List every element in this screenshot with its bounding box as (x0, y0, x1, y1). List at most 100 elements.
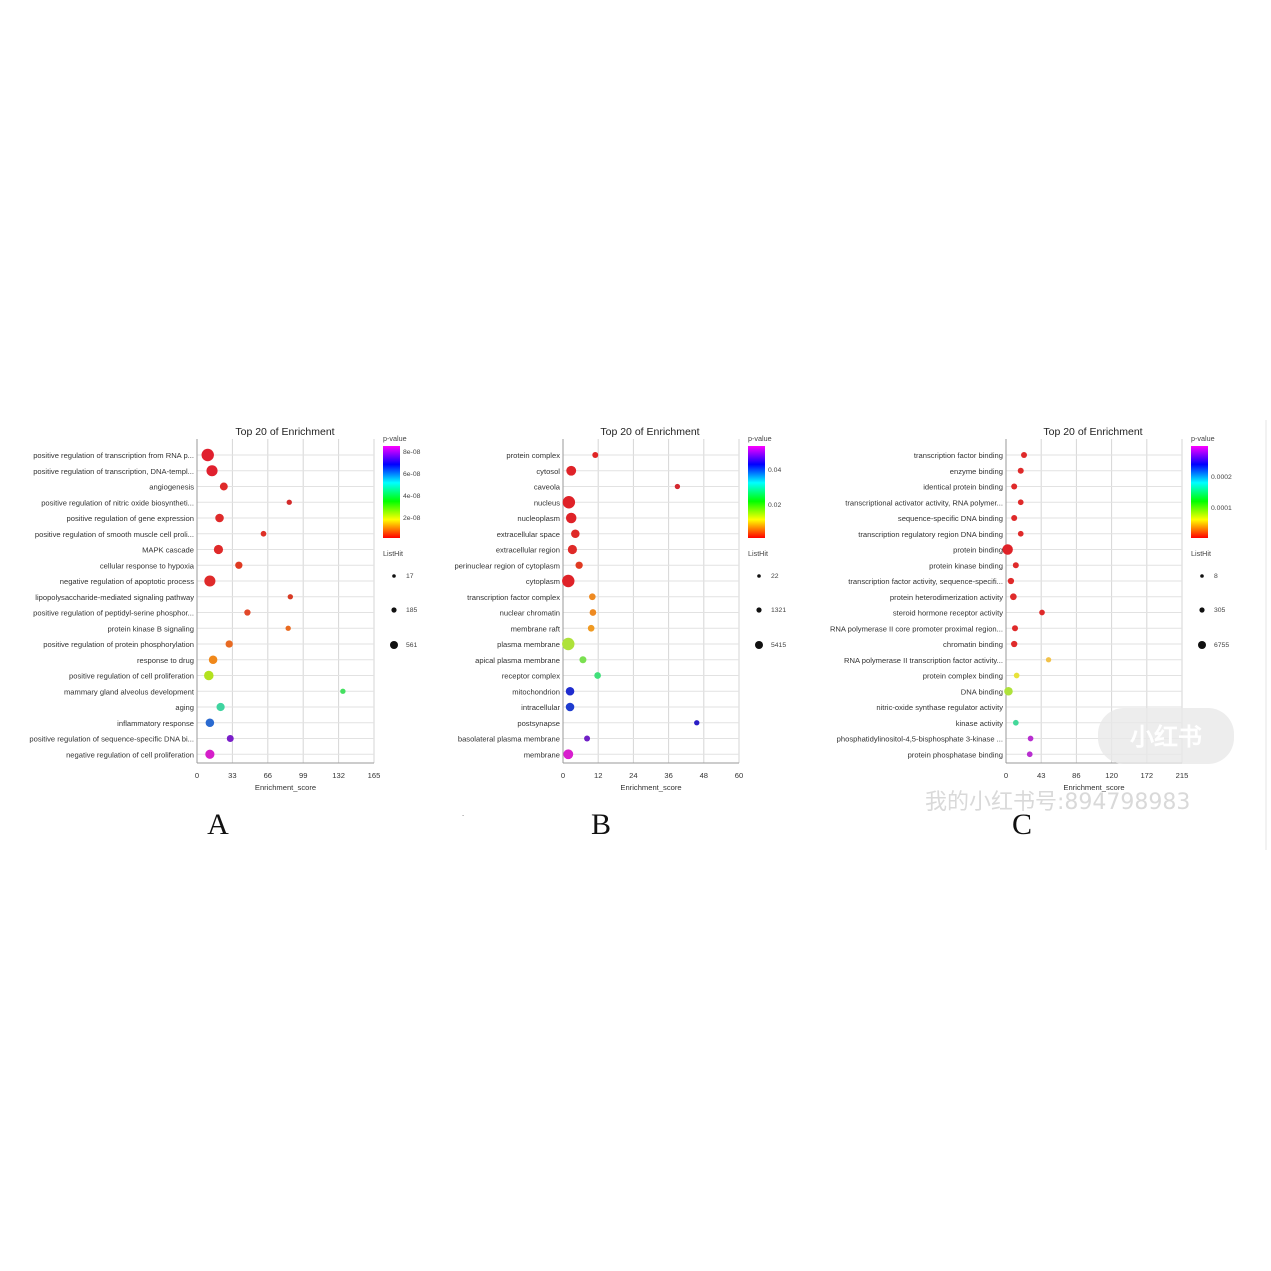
x-axis-title: Enrichment_score (1063, 783, 1124, 792)
x-axis-title: Enrichment_score (620, 783, 681, 792)
data-point (1012, 625, 1019, 632)
data-point (579, 656, 587, 664)
y-category-label: mitochondrion (512, 687, 560, 696)
data-point (565, 512, 577, 524)
data-point (260, 530, 267, 537)
y-category-label: membrane raft (511, 624, 561, 633)
data-point (567, 544, 577, 555)
data-point (1017, 499, 1024, 506)
x-tick-label: 33 (228, 771, 236, 780)
y-category-label: protein complex (506, 451, 560, 460)
data-point (562, 496, 576, 509)
y-category-label: RNA polymerase II core promoter proximal… (830, 624, 1003, 633)
data-point (1039, 609, 1045, 616)
data-point (1021, 452, 1028, 458)
colorbar-tick-label: 8e-08 (403, 449, 421, 456)
colorbar-tick-label: 2e-08 (403, 515, 421, 522)
x-tick-label: 132 (332, 771, 345, 780)
data-point (216, 702, 225, 712)
y-category-label: response to drug (137, 656, 194, 665)
size-legend-dot (757, 574, 761, 578)
y-category-label: negative regulation of apoptotic process (60, 577, 194, 586)
y-category-label: positive regulation of smooth muscle cel… (35, 530, 194, 539)
data-point (1002, 544, 1013, 555)
data-point (1011, 640, 1018, 648)
y-category-label: sequence-specific DNA binding (898, 514, 1003, 523)
y-category-label: transcription factor activity, sequence-… (848, 577, 1003, 586)
y-category-label: positive regulation of peptidyl-serine p… (33, 609, 194, 618)
data-point (575, 561, 583, 569)
size-legend-title: ListHit (1191, 549, 1211, 558)
data-point (206, 465, 218, 477)
y-category-label: protein kinase B signaling (107, 624, 194, 633)
data-point (219, 482, 228, 491)
y-category-label: positive regulation of gene expression (67, 514, 195, 523)
x-tick-label: 36 (664, 771, 672, 780)
panel-b: Top 20 of Enrichment 0 12 24 36 48 60 protein c… (454, 426, 786, 841)
data-point (205, 718, 215, 728)
data-point (1045, 657, 1052, 663)
data-point (584, 735, 591, 742)
data-point (589, 593, 596, 601)
colorbar (383, 446, 400, 538)
size-legend-title: ListHit (383, 549, 403, 558)
y-category-label: negative regulation of cell proliferatio… (66, 750, 194, 759)
y-category-label: protein binding (953, 546, 1003, 555)
y-category-label: caveola (534, 483, 561, 492)
panel-a: Top 20 of Enrichment 0 33 66 99 132 165 positiv… (29, 426, 420, 841)
colorbar-tick-label: 0.04 (768, 467, 781, 474)
y-category-label: plasma membrane (497, 640, 560, 649)
size-legend-label: 185 (406, 607, 418, 614)
data-point (694, 720, 700, 726)
data-point (204, 575, 216, 587)
data-point (285, 625, 291, 631)
y-category-label: positive regulation of transcription, DN… (33, 467, 194, 476)
colorbar-tick-label: 4e-08 (403, 493, 421, 500)
colorbar-tick-label: 6e-08 (403, 471, 421, 478)
x-tick-label: 215 (1176, 771, 1189, 780)
y-category-label: intracellular (521, 703, 560, 712)
data-point (215, 513, 224, 523)
x-tick-label: 165 (368, 771, 381, 780)
colorbar (1191, 446, 1208, 538)
y-category-label: positive regulation of protein phosphory… (43, 640, 194, 649)
y-category-label: chromatin binding (943, 640, 1003, 649)
size-legend-label: 5415 (771, 642, 786, 649)
data-point (225, 640, 233, 648)
size-legend-dot (1199, 607, 1205, 613)
panel-c: Top 20 of Enrichment 0 43 86 120 172 215 transc… (830, 426, 1232, 841)
y-category-label: transcription factor complex (467, 593, 560, 602)
data-point (226, 735, 234, 742)
data-point (213, 544, 224, 555)
stray-dot-mark: . (462, 809, 464, 818)
colorbar (748, 446, 765, 538)
x-tick-label: 0 (1004, 771, 1008, 780)
data-point (587, 624, 595, 632)
data-point (674, 483, 681, 490)
x-tick-label: 0 (195, 771, 199, 780)
y-category-label: RNA polymerase II transcription factor a… (844, 656, 1003, 665)
y-category-label: aging (175, 703, 194, 712)
x-tick-label: 60 (735, 771, 743, 780)
x-tick-label: 120 (1105, 771, 1118, 780)
y-category-label: nitric-oxide synthase regulator activity (876, 703, 1003, 712)
size-legend-dot (1200, 574, 1204, 578)
x-axis-title: Enrichment_score (255, 783, 316, 792)
data-point (589, 609, 597, 616)
colorbar-tick-label: 0.0001 (1211, 505, 1232, 512)
data-point (287, 594, 294, 600)
y-category-label: MAPK cascade (142, 546, 194, 555)
y-category-label: basolateral plasma membrane (458, 735, 560, 744)
data-point (1011, 483, 1018, 490)
size-legend-dot (391, 607, 397, 613)
size-legend-dot (755, 641, 763, 649)
y-category-label: perinuclear region of cytoplasm (454, 561, 560, 570)
x-tick-label: 12 (594, 771, 602, 780)
watermark-logo-badge (1098, 708, 1234, 764)
data-point (1017, 530, 1024, 537)
y-category-label: transcription factor binding (914, 451, 1003, 460)
y-category-label: positive regulation of sequence-specific… (29, 735, 194, 744)
data-point (1007, 577, 1015, 585)
panel-letter: B (591, 808, 611, 841)
